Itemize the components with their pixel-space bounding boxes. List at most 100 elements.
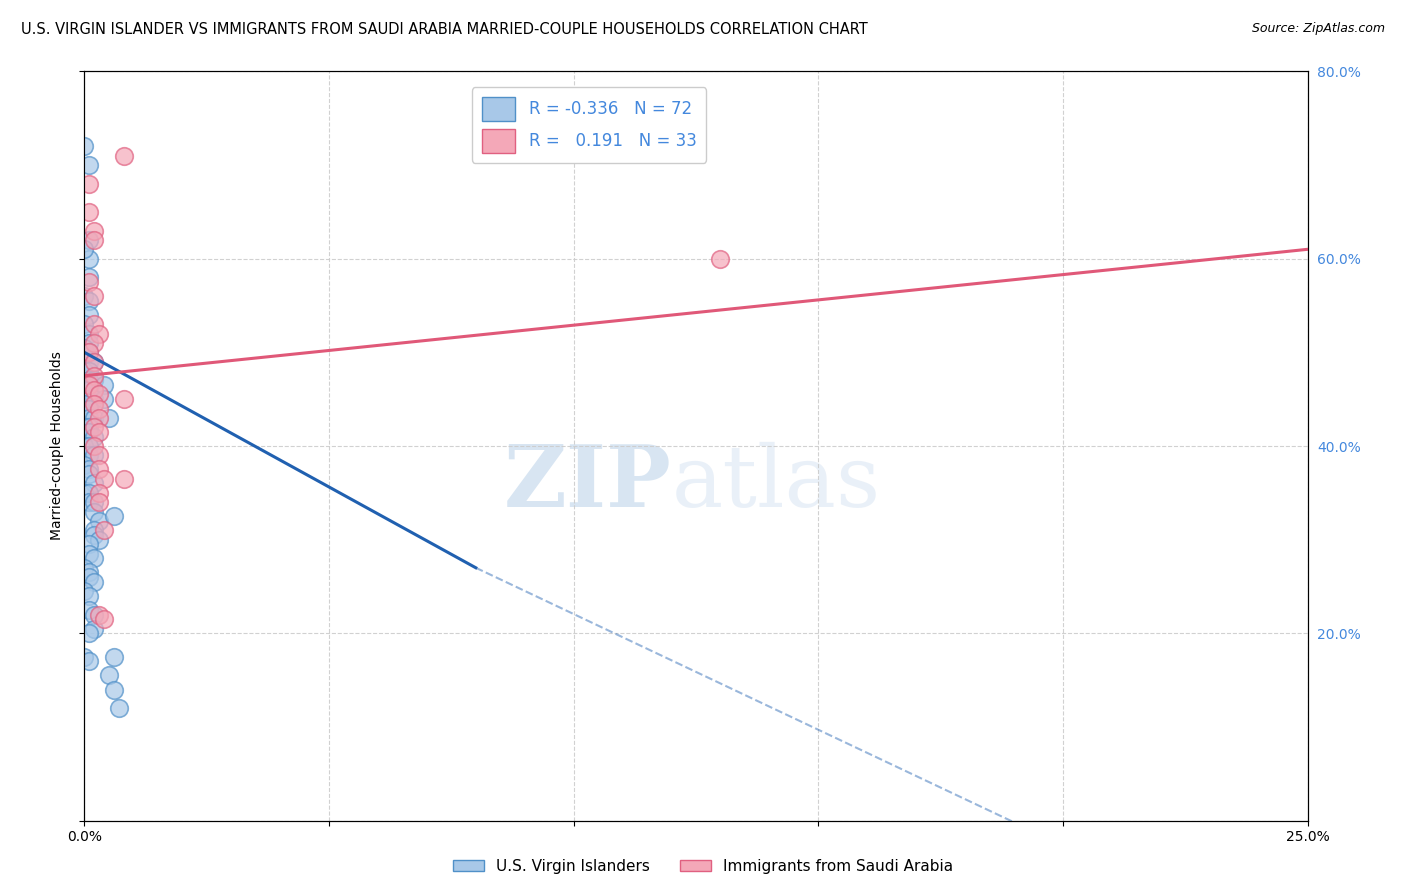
Point (83, 622, 105, 636)
Point (83, 355, 105, 369)
Point (97, 411, 120, 425)
Text: U.S. VIRGIN ISLANDER VS IMMIGRANTS FROM SAUDI ARABIA MARRIED-COUPLE HOUSEHOLDS C: U.S. VIRGIN ISLANDER VS IMMIGRANTS FROM … (21, 22, 868, 37)
Point (83, 449, 105, 463)
Point (77, 603, 100, 617)
Point (73, 458, 96, 472)
Point (83, 420, 105, 434)
Point (87, 486, 110, 500)
Point (77, 293, 100, 308)
Point (73, 561, 96, 575)
Point (83, 289, 105, 303)
Point (77, 364, 100, 378)
Point (77, 449, 100, 463)
Point (103, 649, 125, 664)
Point (77, 537, 100, 551)
Text: atlas: atlas (672, 442, 880, 525)
Point (83, 430, 105, 444)
Point (87, 326, 110, 341)
Point (83, 374, 105, 388)
Point (93, 472, 115, 486)
Point (77, 326, 100, 341)
Point (87, 387, 110, 401)
Point (73, 383, 96, 397)
Point (77, 420, 100, 434)
Point (709, 252, 731, 266)
Point (73, 243, 96, 257)
Point (73, 364, 96, 378)
Point (77, 425, 100, 439)
Point (77, 566, 100, 580)
Point (93, 392, 115, 407)
Point (83, 383, 105, 397)
Point (83, 495, 105, 509)
Point (87, 449, 110, 463)
Point (87, 462, 110, 476)
Point (77, 439, 100, 453)
Point (83, 397, 105, 411)
Point (83, 607, 105, 622)
Point (77, 462, 100, 476)
Point (87, 514, 110, 528)
Point (83, 368, 105, 383)
Point (77, 355, 100, 369)
Point (77, 570, 100, 584)
Point (77, 495, 100, 509)
Point (77, 270, 100, 285)
Point (77, 486, 100, 500)
Point (77, 177, 100, 191)
Point (83, 476, 105, 491)
Point (77, 158, 100, 172)
Point (103, 509, 125, 524)
Point (77, 336, 100, 351)
Point (77, 378, 100, 392)
Point (83, 524, 105, 538)
Point (77, 547, 100, 561)
Legend: R = -0.336   N = 72, R =   0.191   N = 33: R = -0.336 N = 72, R = 0.191 N = 33 (472, 87, 706, 162)
Point (73, 486, 96, 500)
Point (83, 528, 105, 542)
Point (77, 383, 100, 397)
Point (83, 318, 105, 332)
Point (112, 472, 135, 486)
Point (103, 682, 125, 697)
Point (87, 425, 110, 439)
Point (87, 411, 110, 425)
Point (73, 318, 96, 332)
Point (87, 607, 110, 622)
Point (77, 275, 100, 289)
Point (77, 345, 100, 359)
Point (73, 289, 96, 303)
Point (83, 223, 105, 237)
Point (73, 649, 96, 664)
Point (83, 411, 105, 425)
Point (87, 533, 110, 547)
Point (93, 612, 115, 626)
Point (77, 392, 100, 407)
Point (73, 397, 96, 411)
Point (73, 584, 96, 599)
Point (83, 233, 105, 247)
Point (73, 439, 96, 453)
Point (83, 439, 105, 453)
Point (73, 139, 96, 153)
Point (112, 392, 135, 407)
Point (112, 149, 135, 163)
Point (97, 668, 120, 682)
Point (93, 378, 115, 392)
Point (77, 308, 100, 322)
Point (77, 252, 100, 266)
Point (73, 420, 96, 434)
Point (83, 392, 105, 407)
Point (77, 467, 100, 482)
Point (93, 524, 115, 538)
Point (77, 205, 100, 219)
Point (77, 233, 100, 247)
Point (77, 401, 100, 416)
Point (77, 655, 100, 669)
Point (77, 345, 100, 359)
Text: Source: ZipAtlas.com: Source: ZipAtlas.com (1251, 22, 1385, 36)
Point (73, 341, 96, 355)
Text: ZIP: ZIP (503, 442, 672, 525)
Point (107, 701, 129, 715)
Point (87, 495, 110, 509)
